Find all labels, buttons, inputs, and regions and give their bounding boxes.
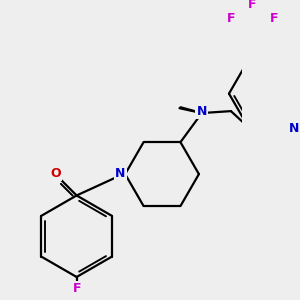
Text: N: N	[115, 167, 125, 180]
Text: F: F	[227, 12, 235, 25]
Text: F: F	[73, 282, 82, 295]
Text: N: N	[196, 105, 207, 118]
Text: N: N	[289, 122, 299, 135]
Text: F: F	[269, 12, 278, 25]
Text: O: O	[50, 167, 61, 180]
Text: F: F	[248, 0, 256, 11]
